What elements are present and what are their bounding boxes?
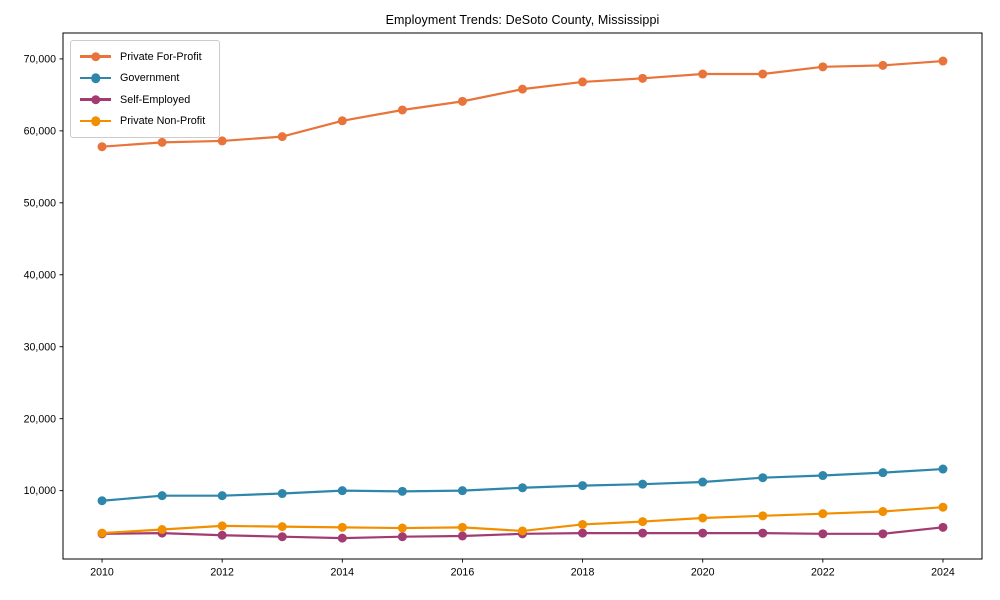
- data-point-marker: [578, 528, 588, 538]
- x-tick-label: 2020: [691, 567, 715, 579]
- legend-line-marker-icon: [80, 51, 111, 62]
- data-point-marker: [157, 491, 167, 501]
- data-point-marker: [638, 479, 648, 489]
- data-point-marker: [337, 522, 347, 532]
- data-point-marker: [878, 529, 888, 539]
- data-point-marker: [277, 489, 287, 499]
- x-tick-label: 2012: [210, 567, 234, 579]
- data-point-marker: [97, 142, 107, 152]
- series-line-private-for-profit: [100, 59, 945, 148]
- data-point-marker: [938, 522, 948, 532]
- x-tick-label: 2024: [931, 567, 955, 579]
- x-tick-label: 2022: [811, 567, 835, 579]
- data-point-marker: [758, 473, 768, 483]
- data-point-marker: [698, 477, 708, 487]
- data-point-marker: [758, 528, 768, 538]
- data-point-marker: [457, 486, 467, 496]
- data-point-marker: [638, 73, 648, 83]
- data-point-marker: [157, 525, 167, 534]
- data-point-marker: [938, 502, 948, 512]
- legend-line-marker-icon: [80, 94, 111, 105]
- legend-line-marker-icon: [80, 73, 111, 84]
- data-point-marker: [818, 62, 828, 72]
- data-point-marker: [518, 483, 527, 493]
- legend-item: Government: [80, 71, 205, 86]
- data-point-marker: [277, 522, 287, 532]
- data-point-marker: [878, 507, 888, 517]
- data-point-marker: [97, 496, 107, 506]
- data-point-marker: [518, 84, 527, 94]
- plot-border: [62, 32, 983, 560]
- data-point-marker: [217, 136, 227, 146]
- data-point-marker: [818, 471, 828, 481]
- data-point-marker: [217, 491, 227, 501]
- data-point-marker: [217, 521, 227, 531]
- x-tick-label: 2018: [571, 567, 595, 579]
- data-point-marker: [638, 517, 648, 527]
- y-tick-label: 10,000: [24, 485, 57, 497]
- data-point-marker: [457, 522, 467, 532]
- data-point-marker: [337, 533, 347, 543]
- legend-line-marker-icon: [80, 116, 111, 127]
- data-point-marker: [638, 528, 648, 538]
- data-point-marker: [518, 526, 527, 536]
- data-point-marker: [217, 530, 227, 540]
- data-point-marker: [397, 523, 407, 533]
- data-point-marker: [397, 532, 407, 542]
- legend-label: Private Non-Profit: [120, 115, 206, 127]
- y-tick-label: 50,000: [24, 197, 57, 209]
- data-point-marker: [97, 528, 107, 538]
- y-tick-label: 60,000: [24, 125, 57, 137]
- data-point-marker: [337, 486, 347, 496]
- data-point-marker: [277, 132, 287, 142]
- data-point-marker: [878, 468, 888, 478]
- data-point-marker: [698, 513, 708, 523]
- legend-item: Self-Employed: [80, 92, 205, 107]
- data-point-marker: [578, 519, 588, 529]
- data-point-marker: [277, 532, 287, 542]
- data-point-marker: [938, 464, 948, 474]
- legend-label: Government: [120, 72, 180, 84]
- chart-title: Employment Trends: DeSoto County, Missis…: [385, 13, 660, 27]
- data-point-marker: [397, 486, 407, 496]
- data-point-marker: [578, 481, 588, 491]
- y-tick-label: 20,000: [24, 413, 57, 425]
- data-point-marker: [337, 116, 347, 126]
- x-tick-label: 2014: [331, 567, 355, 579]
- legend-label: Private For-Profit: [120, 50, 202, 63]
- data-point-marker: [457, 531, 467, 541]
- data-point-marker: [758, 69, 768, 79]
- legend-item: Private For-Profit: [80, 49, 205, 64]
- data-point-marker: [758, 511, 768, 521]
- data-point-marker: [157, 137, 167, 147]
- data-point-marker: [818, 529, 828, 539]
- data-point-marker: [698, 69, 708, 79]
- data-point-marker: [397, 105, 407, 115]
- y-tick-label: 70,000: [24, 54, 57, 66]
- legend: Private For-Profit Government Self-Employe…: [70, 40, 221, 138]
- legend-label: Self-Employed: [120, 93, 191, 106]
- data-point-marker: [698, 528, 708, 538]
- data-point-marker: [938, 56, 948, 66]
- y-tick-label: 30,000: [24, 341, 57, 353]
- data-point-marker: [578, 77, 588, 87]
- x-tick-label: 2010: [90, 567, 114, 579]
- data-point-marker: [878, 60, 888, 70]
- y-tick-label: 40,000: [24, 269, 57, 281]
- data-point-marker: [818, 509, 828, 519]
- legend-item: Private Non-Profit: [80, 114, 205, 129]
- x-tick-label: 2016: [451, 567, 475, 579]
- data-point-marker: [457, 96, 467, 106]
